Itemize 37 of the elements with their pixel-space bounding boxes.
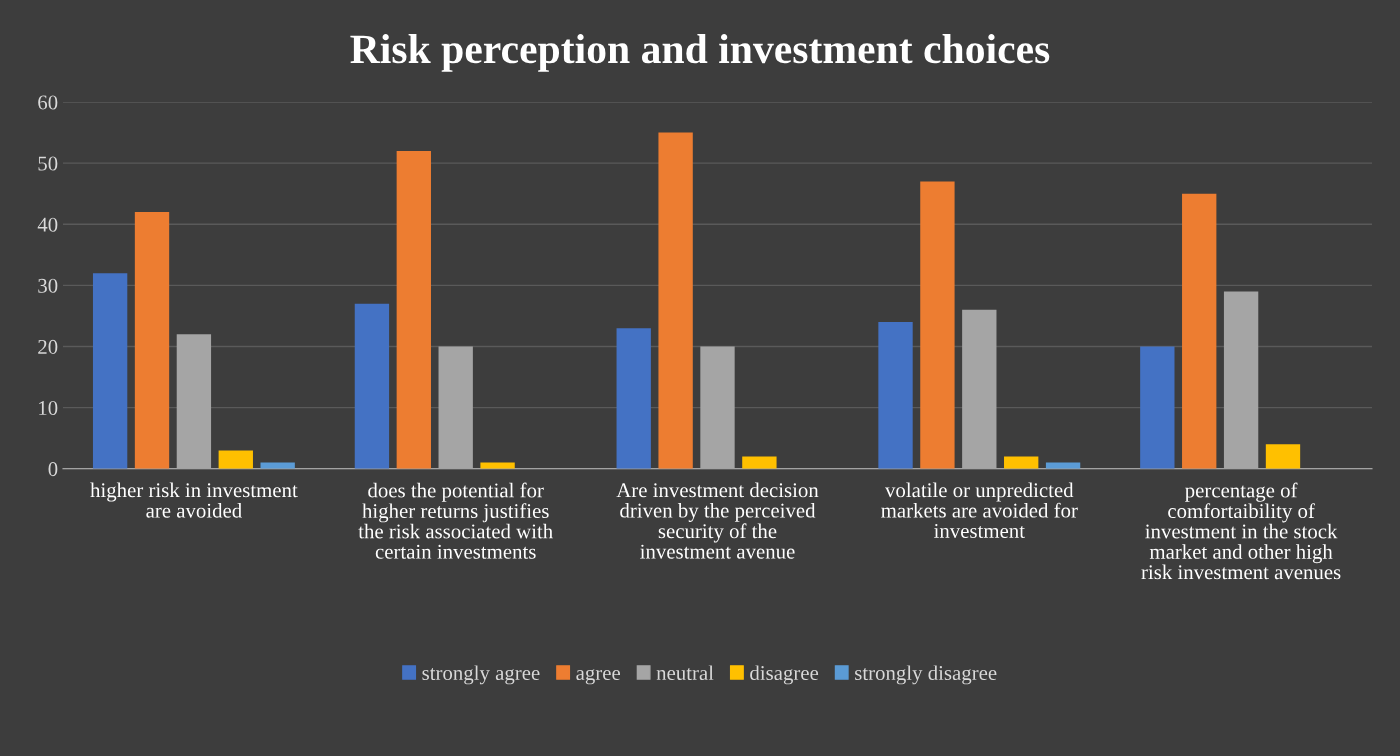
bar: [658, 132, 693, 469]
bar: [1265, 444, 1301, 469]
y-tick-label: 10: [39, 400, 58, 416]
x-tick-label: percentage of comfortaibility of investment in the stock market and other high risk investment avenues: [1141, 482, 1341, 580]
x-tick-label: Are investment decision driven by the perceived security of the investment avenue: [616, 482, 819, 559]
y-tick-label: 20: [38, 339, 58, 354]
chart-title: Risk perception and investment choices: [350, 34, 1050, 72]
y-tick-label: 30: [38, 278, 58, 293]
x-tick-label: volatile or unpredicted markets are avoided for investment: [881, 482, 1078, 538]
bar: [1140, 346, 1175, 469]
legend-label: agree: [576, 669, 620, 685]
bar: [616, 328, 651, 469]
bar: [962, 309, 997, 469]
bar: [1004, 456, 1039, 469]
legend-label: strongly disagree: [855, 665, 997, 685]
bar: [438, 346, 473, 469]
legend-label: strongly agree: [422, 665, 540, 685]
bar: [920, 181, 955, 469]
y-tick-label: 40: [37, 217, 58, 232]
x-tick-label: higher risk in investment are avoided: [90, 482, 298, 518]
bar: [742, 456, 777, 469]
bar: [878, 322, 913, 469]
bar: [176, 334, 212, 469]
bar: [700, 346, 735, 469]
bar: [92, 273, 128, 469]
y-tick-label: 0: [48, 462, 58, 477]
bar: [1182, 193, 1217, 469]
legend-label: neutral: [656, 665, 714, 681]
bar: [134, 212, 170, 469]
bar: [218, 450, 253, 469]
bar: [354, 303, 390, 469]
x-tick-label: does the potential for higher returns justifies the risk associated with certain investments: [358, 482, 553, 559]
y-tick-label: 50: [38, 156, 58, 171]
bar: [1223, 291, 1259, 469]
bar: [396, 150, 431, 469]
y-tick-label: 60: [38, 95, 58, 110]
legend-label: disagree: [750, 665, 819, 685]
